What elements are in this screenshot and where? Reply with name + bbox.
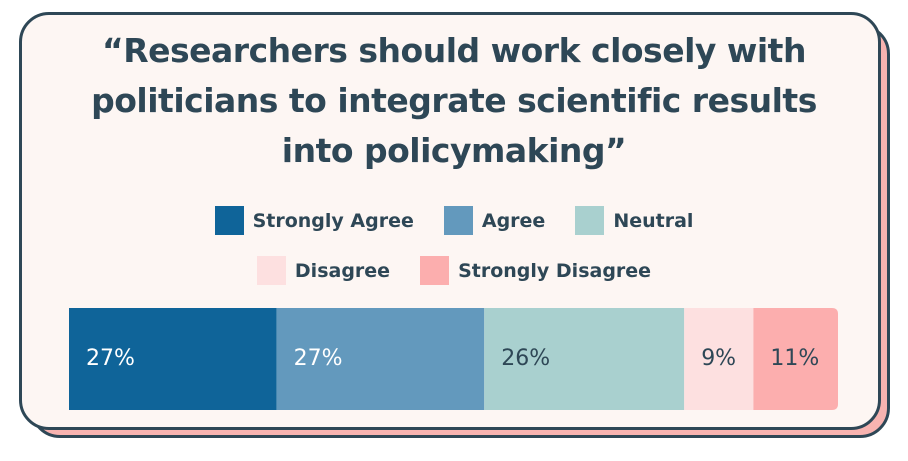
data-label: 11%	[770, 346, 819, 371]
data-label: 27%	[86, 346, 135, 371]
legend-label: Agree	[481, 209, 546, 232]
data-label: 26%	[501, 346, 550, 371]
legend-label: Disagree	[294, 259, 391, 282]
bar-segment	[69, 308, 277, 410]
legend-item: Agree	[443, 206, 546, 235]
legend-label: Strongly Disagree	[458, 259, 652, 282]
legend-label: Strongly Agree	[252, 209, 414, 232]
legend-swatch	[420, 256, 450, 285]
legend-swatch	[575, 206, 605, 235]
legend-item: Disagree	[256, 256, 391, 285]
legend-swatch	[214, 206, 244, 235]
data-label: 9%	[701, 346, 736, 371]
legend-item: Strongly Agree	[214, 206, 414, 235]
legend: Strongly Agree Agree Neutral	[0, 206, 908, 235]
legend-swatch	[256, 256, 286, 285]
legend-label: Neutral	[613, 209, 694, 232]
data-label: 27%	[294, 346, 343, 371]
legend-item: Strongly Disagree	[420, 256, 651, 285]
legend: Disagree Strongly Disagree	[0, 256, 908, 285]
bar-segment	[684, 308, 754, 410]
legend-item: Neutral	[575, 206, 693, 235]
bar-segment	[276, 308, 485, 410]
bar-segment	[753, 308, 838, 410]
bar-segment	[484, 308, 685, 410]
chart-title: “Researchers should work closely with po…	[91, 31, 817, 170]
legend-swatch	[443, 206, 473, 235]
